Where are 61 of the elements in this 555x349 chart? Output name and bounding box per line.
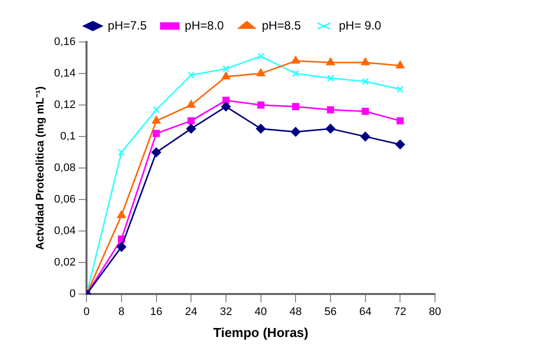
x-tick-label: 40 <box>254 306 267 318</box>
point <box>326 58 335 66</box>
y-tick-label: 0,14 <box>54 68 76 80</box>
point <box>116 242 126 252</box>
x-tick-label: 8 <box>118 306 125 318</box>
point <box>395 140 405 150</box>
point <box>186 100 196 108</box>
point <box>396 86 404 93</box>
x-tick-label: 32 <box>220 306 232 318</box>
x-tick-label: 16 <box>150 306 162 318</box>
legend-label: pH=8.0 <box>184 18 224 32</box>
y-tick-label: 0,1 <box>60 130 76 143</box>
y-tick-label: 0,04 <box>54 225 76 238</box>
point <box>326 106 334 114</box>
point <box>326 124 336 134</box>
point <box>186 124 196 134</box>
y-tick-label: 0,08 <box>54 162 76 174</box>
y-axis-title: Actvidad Proteolitica (mg mL⁻¹) <box>34 86 47 250</box>
point <box>152 106 160 114</box>
x-axis-title: Tiempo (Horas) <box>213 324 308 340</box>
point <box>117 210 126 218</box>
point <box>257 101 264 109</box>
point <box>362 108 369 115</box>
point <box>290 127 300 137</box>
x-tick-label: 72 <box>394 306 406 318</box>
legend-label: pH= 9.0 <box>338 18 382 32</box>
point <box>291 56 300 64</box>
point <box>222 96 230 104</box>
point <box>360 132 370 142</box>
point <box>326 74 334 82</box>
x-tick-label: 24 <box>185 306 198 318</box>
point <box>188 117 195 124</box>
y-tick-label: 0 <box>69 288 76 300</box>
point <box>188 72 195 79</box>
y-tick-label: 0,02 <box>54 256 76 269</box>
point <box>362 78 369 85</box>
point <box>118 148 126 156</box>
x-tick-label: 0 <box>84 306 90 318</box>
point <box>396 117 404 124</box>
x-tick-label: 48 <box>290 306 302 318</box>
point <box>152 116 160 124</box>
y-tick-label: 0,16 <box>54 36 76 48</box>
legend-label: pH=7.5 <box>108 18 148 32</box>
point <box>256 68 266 76</box>
x-tick-label: 56 <box>324 306 337 318</box>
point <box>221 102 231 112</box>
point <box>257 52 264 60</box>
point <box>152 130 160 137</box>
legend-label: pH=8.5 <box>262 18 302 32</box>
point <box>256 124 266 134</box>
point <box>152 148 162 158</box>
x-tick-label: 80 <box>428 306 442 318</box>
x-tick-label: 64 <box>359 306 372 318</box>
point <box>222 72 230 80</box>
y-tick-label: 0,12 <box>54 99 76 112</box>
point <box>222 65 230 72</box>
point <box>292 103 300 110</box>
point <box>361 58 370 66</box>
point <box>396 60 404 68</box>
point <box>292 70 300 78</box>
y-tick-label: 0,06 <box>54 194 76 206</box>
